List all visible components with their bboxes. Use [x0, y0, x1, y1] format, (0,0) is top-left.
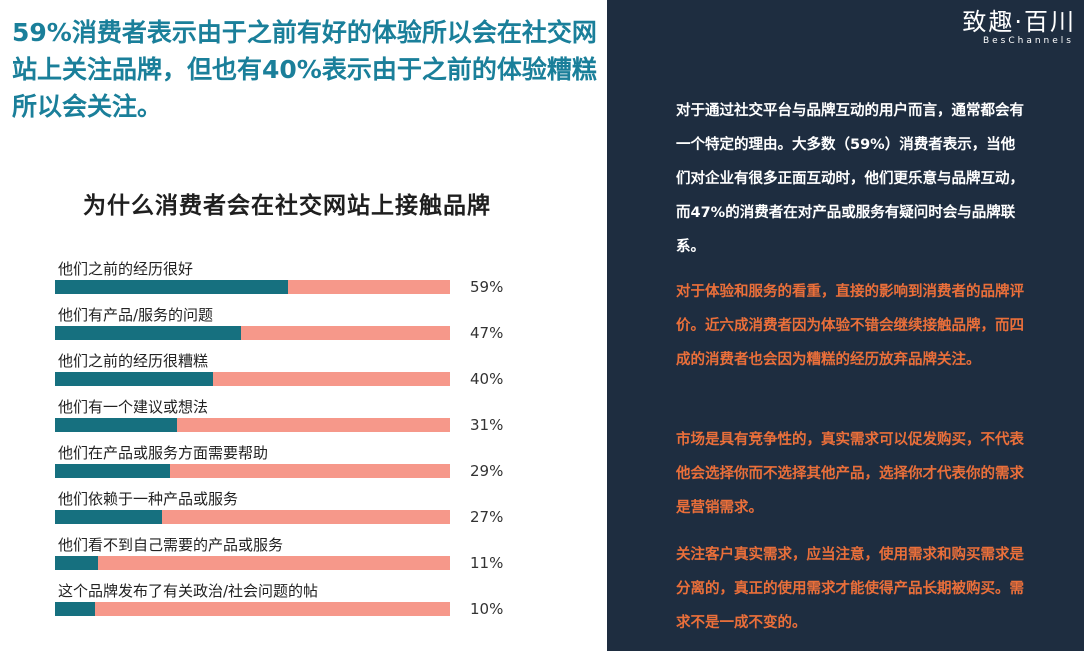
brand-logo: 致趣·百川: [962, 8, 1076, 36]
brand-logo-subtitle: BesChannels: [982, 36, 1074, 46]
bar-chart: 他们之前的经历很好 59% 他们有产品/服务的问题 47% 他们之前的经历很糟糕 40% 他…: [55, 260, 504, 618]
bar-value-label: 10%: [470, 600, 504, 618]
bar-track: [55, 556, 450, 570]
bar-value-label: 59%: [470, 278, 504, 296]
bar-label: 这个品牌发布了有关政治/社会问题的帖: [58, 582, 319, 600]
bar: [55, 326, 241, 340]
bar: [55, 280, 289, 294]
bar-track: [55, 418, 450, 432]
bar-label: 他们依赖于一种产品或服务: [58, 490, 239, 508]
bar: [55, 510, 162, 524]
headline: 59%消费者表示由于之前有好的体验所以会在社交网站上关注品牌，但也有40%表示由…: [12, 18, 597, 121]
panel-paragraph-3: 市场是具有竞争性的，真实需求可以促发购买，不代表他会选择你而不选择其他产品，选择…: [676, 432, 1024, 516]
bar-value-label: 47%: [470, 324, 504, 342]
bar-label: 他们之前的经历很糟糕: [58, 352, 209, 370]
bar: [55, 464, 170, 478]
bar-track: [55, 464, 450, 478]
panel-paragraph-1: 对于通过社交平台与品牌互动的用户而言，通常都会有一个特定的理由。大多数（59%）…: [676, 103, 1024, 255]
bar-value-label: 27%: [470, 508, 504, 526]
bar: [55, 418, 178, 432]
chart-title: 为什么消费者会在社交网站上接触品牌: [83, 193, 491, 219]
bar-label: 他们有一个建议或想法: [58, 398, 209, 416]
bar: [55, 372, 213, 386]
bar-label: 他们在产品或服务方面需要帮助: [58, 444, 269, 462]
bar-track: [55, 372, 450, 386]
bar-value-label: 11%: [470, 554, 504, 572]
bar-track: [55, 510, 450, 524]
bar-label: 他们之前的经历很好: [58, 260, 194, 278]
side-panel: 致趣·百川 BesChannels 对于通过社交平台与品牌互动的用户而言，通常都…: [607, 0, 1084, 651]
bar: [55, 602, 95, 616]
bar-track: [55, 326, 450, 340]
bar-label: 他们看不到自己需要的产品或服务: [58, 536, 284, 554]
panel-paragraph-4: 关注客户真实需求，应当注意，使用需求和购买需求是分离的，真正的使用需求才能使得产…: [676, 547, 1024, 631]
panel-paragraph-2: 对于体验和服务的看重，直接的影响到消费者的品牌评价。近六成消费者因为体验不错会继…: [676, 284, 1024, 368]
bar-label: 他们有产品/服务的问题: [58, 306, 214, 324]
bar: [55, 556, 99, 570]
bar-value-label: 40%: [470, 370, 504, 388]
bar-track: [55, 602, 450, 616]
bar-value-label: 29%: [470, 462, 504, 480]
bar-value-label: 31%: [470, 416, 504, 434]
bar-track: [55, 280, 450, 294]
